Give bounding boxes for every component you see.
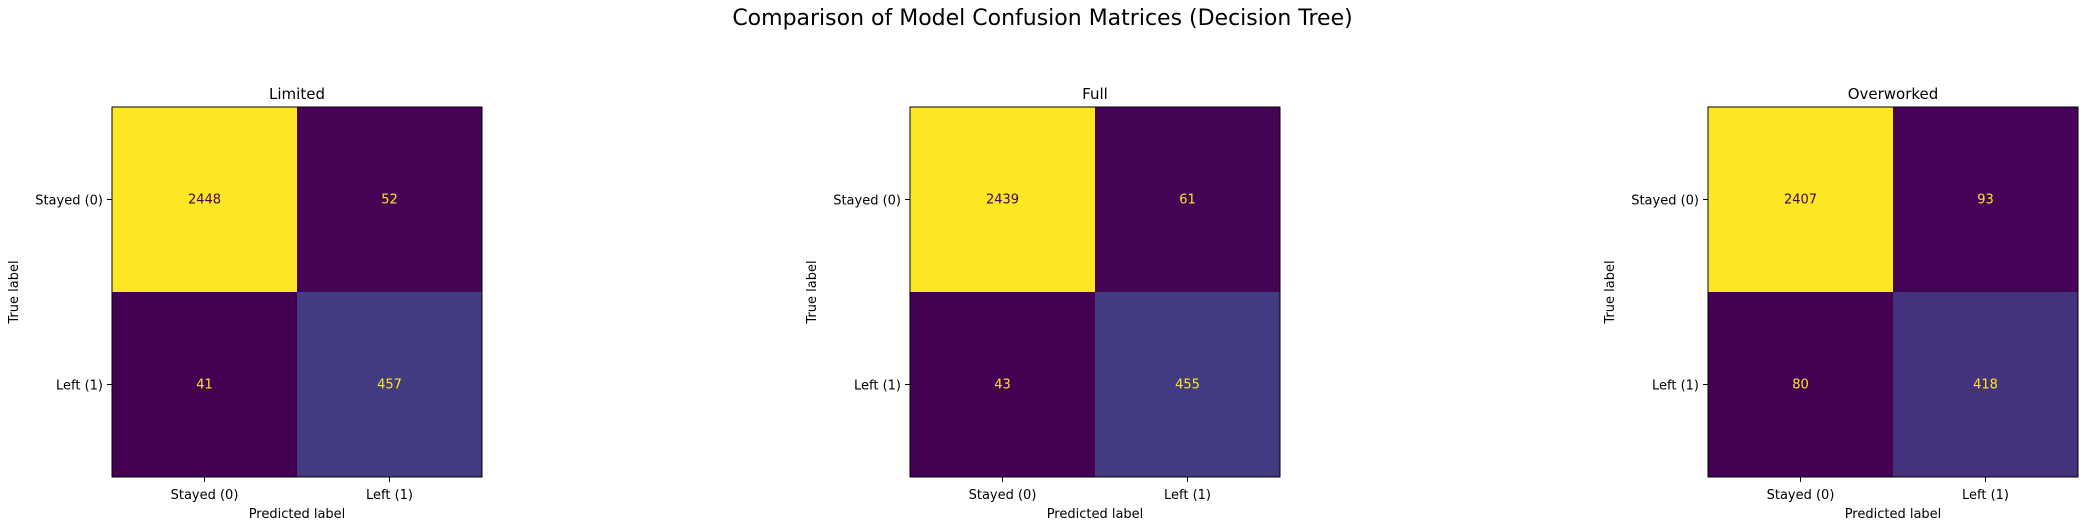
cell-value-label: 80 (1792, 378, 1809, 393)
y-tick-label: Stayed (0) (1631, 194, 1699, 209)
heatmap-cell (112, 107, 297, 292)
plot-frame (111, 106, 483, 478)
x-axis-label: Predicted label (1047, 507, 1144, 522)
cell-value-label: 455 (1175, 378, 1200, 393)
cell-value-label: 41 (196, 378, 213, 393)
heatmap-cell (910, 107, 1095, 292)
x-tick-label: Stayed (0) (1767, 488, 1835, 503)
x-axis-label: Predicted label (1845, 507, 1942, 522)
cell-value-label: 2407 (1784, 193, 1817, 208)
x-tick-label: Left (1) (366, 488, 413, 503)
cell-value-label: 418 (1973, 378, 1998, 393)
heatmap-cell (297, 107, 482, 292)
y-tick-label: Left (1) (1652, 379, 1699, 394)
y-tick-label: Stayed (0) (833, 194, 901, 209)
heatmap-cell (1708, 107, 1893, 292)
cell-value-label: 2439 (986, 193, 1019, 208)
panel-title: Full (1082, 85, 1108, 103)
cell-value-label: 93 (1977, 193, 1994, 208)
x-tick-label: Left (1) (1962, 488, 2009, 503)
y-axis-label: True label (7, 260, 22, 324)
figure-title: Comparison of Model Confusion Matrices (… (732, 6, 1353, 31)
y-axis-label: True label (1603, 260, 1618, 324)
heatmap-cell (910, 292, 1095, 477)
x-tick-label: Left (1) (1164, 488, 1211, 503)
heatmap-cell (1708, 292, 1893, 477)
y-axis-label: True label (805, 260, 820, 324)
panel-title: Limited (269, 85, 325, 103)
cell-value-label: 61 (1179, 193, 1196, 208)
cell-value-label: 43 (994, 378, 1011, 393)
heatmap-cell (112, 292, 297, 477)
panel-title: Overworked (1848, 85, 1939, 103)
cell-value-label: 457 (377, 378, 402, 393)
heatmap-cell (1095, 107, 1280, 292)
x-axis-label: Predicted label (249, 507, 346, 522)
cell-value-label: 52 (381, 193, 398, 208)
plot-frame (909, 106, 1281, 478)
cell-value-label: 2448 (188, 193, 221, 208)
plot-frame (1707, 106, 2079, 478)
heatmap-cell (1095, 292, 1280, 477)
heatmap-cell (1893, 107, 2078, 292)
y-tick-label: Left (1) (56, 379, 103, 394)
x-tick-label: Stayed (0) (969, 488, 1037, 503)
heatmap-cell (1893, 292, 2078, 477)
x-tick-label: Stayed (0) (171, 488, 239, 503)
y-tick-label: Stayed (0) (35, 194, 103, 209)
heatmap-cell (297, 292, 482, 477)
y-tick-label: Left (1) (854, 379, 901, 394)
